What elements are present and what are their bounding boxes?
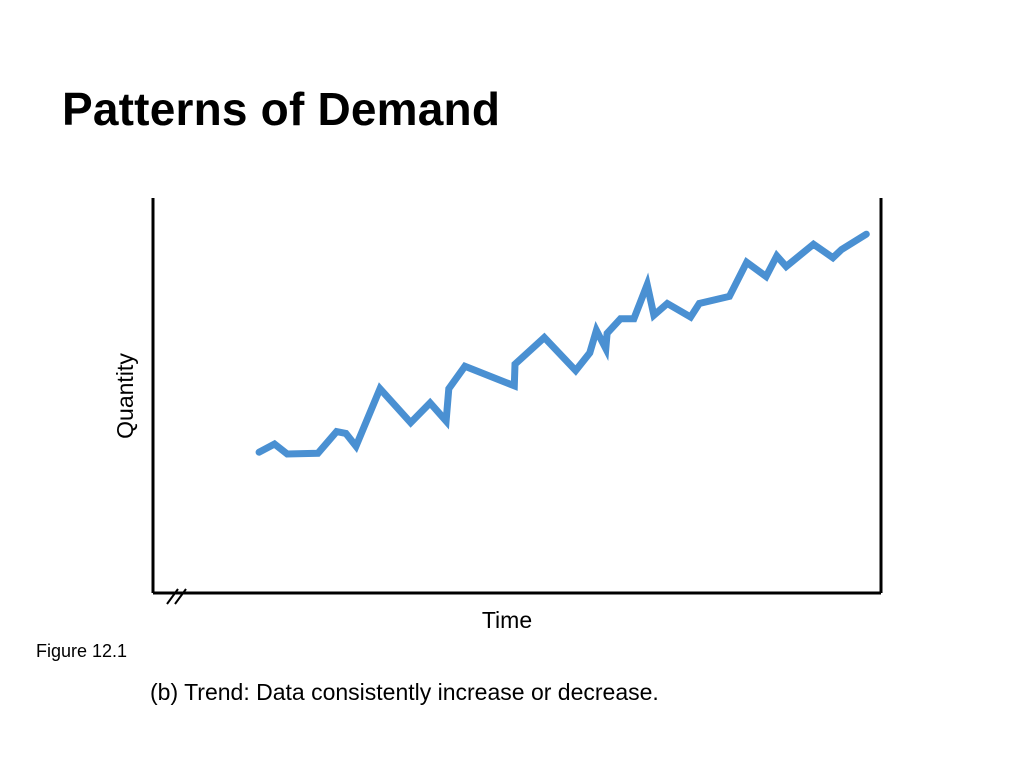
x-axis-label: Time [482,607,532,633]
slide-title: Patterns of Demand [62,83,501,135]
y-axis-label: Quantity [112,353,138,439]
chart-series [255,230,870,458]
series-line-0 [255,230,870,458]
axis-break-mark [174,588,187,605]
axis-break-mark [166,588,179,605]
figure-label: Figure 12.1 [36,641,128,661]
chart-axes [151,198,883,605]
trend-chart: Time Quantity [112,198,883,633]
chart-caption: (b) Trend: Data consistently increase or… [150,679,659,705]
